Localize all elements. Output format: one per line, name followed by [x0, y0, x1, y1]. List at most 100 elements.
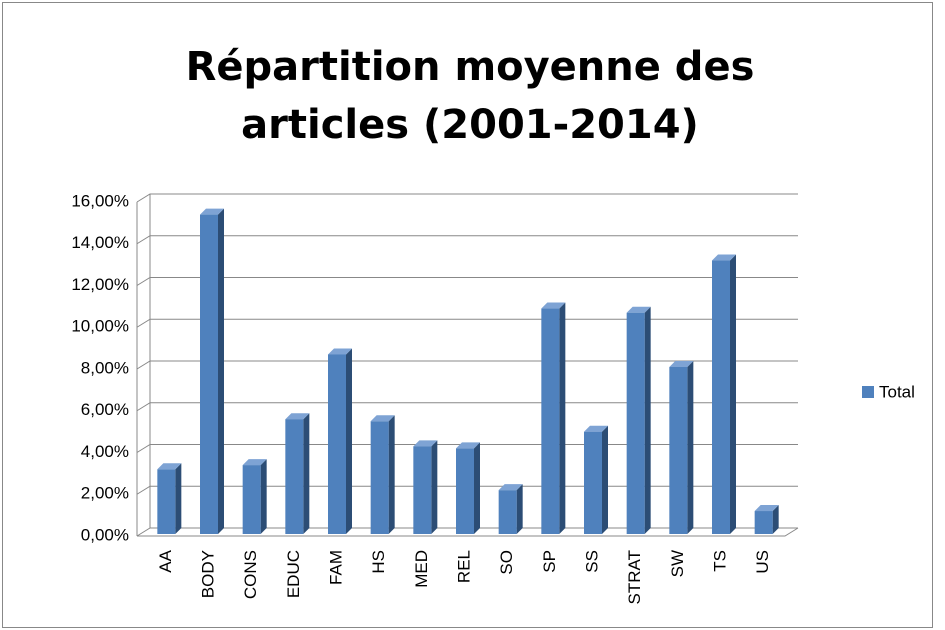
x-tick-label: REL: [454, 550, 473, 583]
bar-side: [431, 440, 438, 534]
y-tick-label: 16,00%: [71, 191, 129, 210]
x-tick-label: SW: [668, 550, 687, 577]
bar-top: [626, 306, 651, 313]
bar: [328, 348, 352, 534]
bar-top: [285, 413, 310, 420]
y-tick-label: 12,00%: [71, 275, 129, 294]
bar: [413, 440, 438, 534]
bar-front: [712, 260, 730, 534]
bar-side: [602, 425, 608, 534]
x-tick-label: SO: [497, 550, 516, 575]
y-tick-label: 0,00%: [81, 525, 129, 544]
chart-title: Répartition moyenne des articles (2001-2…: [185, 44, 755, 148]
y-tick-label: 10,00%: [71, 317, 129, 336]
bar-side: [687, 361, 694, 534]
grid-line: [136, 444, 798, 453]
bar-top: [712, 254, 736, 261]
x-tick-label: HS: [369, 550, 388, 574]
bar-top: [328, 348, 352, 355]
bar-top: [498, 484, 523, 491]
x-tick-label: FAM: [326, 550, 345, 585]
bar-side: [388, 415, 395, 534]
bar-side: [346, 348, 352, 534]
bar-side: [260, 459, 267, 534]
x-tick-label: TS: [710, 550, 729, 572]
x-tick-label: EDUC: [284, 550, 303, 598]
bar: [200, 208, 224, 535]
bar: [498, 484, 523, 534]
y-tick-label: 4,00%: [81, 442, 129, 461]
x-tick-label: US: [753, 550, 772, 574]
bar-top: [541, 302, 566, 309]
bar-front: [328, 354, 346, 534]
bar-top: [413, 440, 438, 447]
bar: [626, 306, 651, 534]
grid-line: [136, 527, 798, 537]
floor: [137, 527, 799, 537]
bar-side: [772, 505, 779, 534]
bar-top: [754, 505, 779, 512]
grid-line: [136, 402, 798, 412]
bar-front: [754, 511, 773, 534]
grid-line: [136, 235, 798, 245]
grid-line: [136, 360, 798, 370]
bar-side: [303, 413, 310, 534]
grid-line: [136, 318, 798, 328]
bar-front: [200, 214, 218, 535]
bar-top: [200, 208, 224, 215]
legend-swatch: [862, 386, 874, 398]
bar-side: [516, 484, 523, 534]
bar-front: [413, 446, 432, 534]
bar-top: [456, 442, 480, 449]
bar: [157, 463, 182, 534]
bar-top: [370, 415, 395, 422]
x-tick-label: STRAT: [625, 550, 644, 604]
x-tick-label: AA: [156, 549, 175, 572]
bar-side: [644, 306, 651, 534]
bar-top: [669, 361, 694, 367]
bar-side: [559, 302, 566, 534]
bar-front: [626, 312, 645, 534]
bar-top: [584, 425, 608, 432]
bar-front: [498, 490, 517, 534]
bar: [754, 505, 779, 534]
x-tick-label: SP: [540, 550, 559, 573]
legend-label: Total: [879, 382, 915, 401]
bar: [242, 459, 267, 534]
bar: [669, 361, 694, 534]
bar-side: [175, 463, 182, 534]
grid-line: [136, 277, 798, 286]
bar: [584, 425, 608, 534]
bar: [285, 413, 310, 534]
bar: [370, 415, 395, 534]
bar: [541, 302, 566, 534]
x-tick-label: MED: [412, 550, 431, 588]
x-tick-label: BODY: [198, 550, 217, 598]
bar-front: [456, 448, 474, 534]
bar-front: [285, 419, 304, 534]
bar-top: [157, 463, 182, 470]
bar-side: [730, 254, 736, 534]
bar-side: [474, 442, 480, 534]
x-tick-label: SS: [582, 550, 601, 573]
bar-front: [541, 308, 560, 534]
y-tick-label: 14,00%: [71, 233, 129, 252]
bar: [712, 254, 736, 534]
y-tick-label: 2,00%: [81, 484, 129, 503]
y-tick-label: 6,00%: [81, 400, 129, 419]
bar-front: [669, 367, 688, 534]
bar-front: [370, 421, 389, 534]
bar-front: [242, 465, 261, 534]
bar: [456, 442, 480, 534]
bar-top: [242, 459, 267, 466]
chart-border: [2, 2, 933, 628]
grid-line: [136, 485, 798, 495]
bar-front: [584, 431, 602, 534]
bar-side: [218, 208, 224, 535]
x-tick-label: CONS: [241, 550, 260, 599]
grid-line: [136, 193, 798, 203]
bar-front: [157, 469, 176, 534]
y-tick-label: 8,00%: [81, 358, 129, 377]
